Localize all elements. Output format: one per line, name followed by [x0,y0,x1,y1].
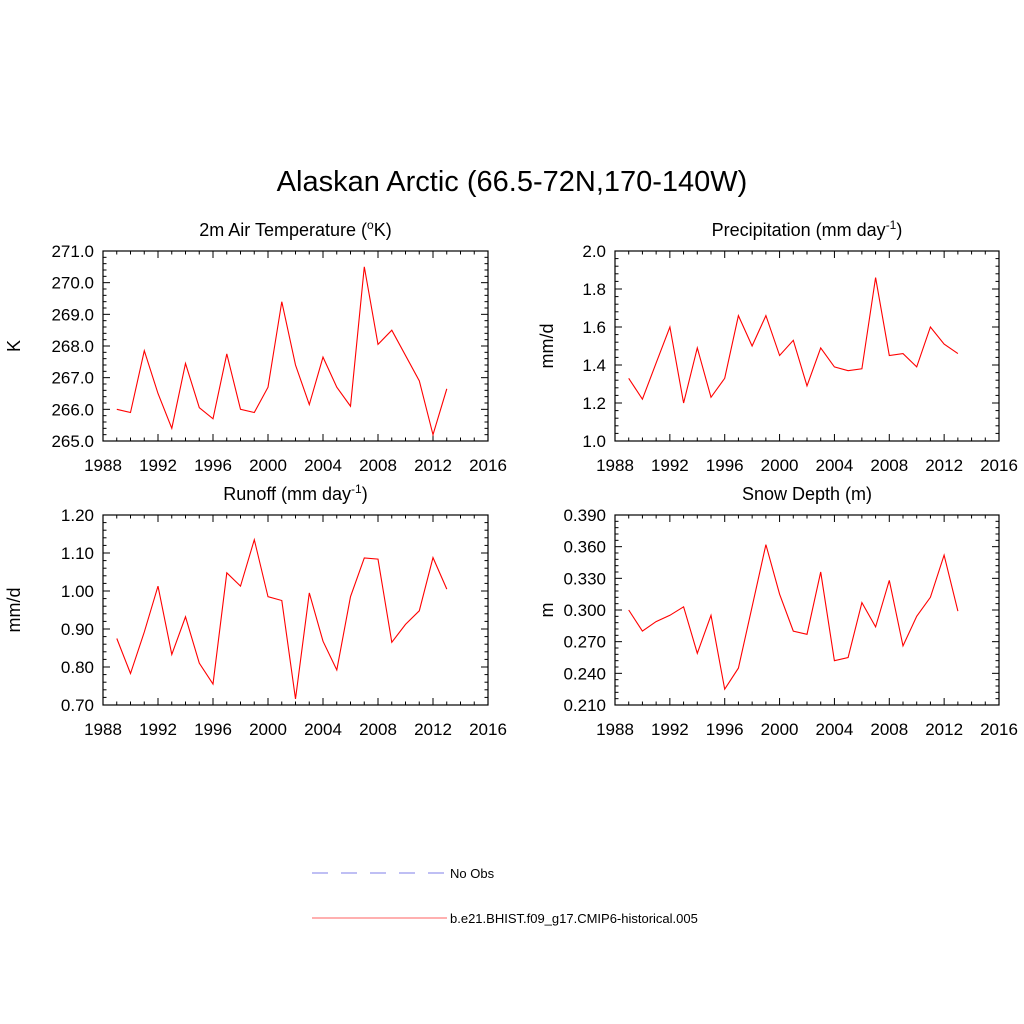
y-tick-label: 0.390 [563,506,606,525]
x-tick-label: 1992 [139,456,177,475]
x-tick-label: 2016 [469,720,507,739]
x-tick-label: 2000 [249,720,287,739]
x-tick-label: 2016 [980,720,1018,739]
x-tick-label: 1996 [706,456,744,475]
y-tick-label: 1.4 [582,356,606,375]
y-tick-label: 0.90 [61,620,94,639]
x-tick-label: 2008 [870,456,908,475]
x-tick-label: 1992 [139,720,177,739]
y-tick-label: 1.00 [61,582,94,601]
x-tick-label: 2008 [359,720,397,739]
x-tick-label: 2000 [761,720,799,739]
x-tick-label: 2008 [359,456,397,475]
y-tick-label: 0.330 [563,569,606,588]
y-tick-label: 0.360 [563,538,606,557]
y-tick-label: 1.2 [582,394,606,413]
x-tick-label: 2012 [925,720,963,739]
y-axis-label: mm/d [4,588,24,633]
chart-panel-4: 1988 1992 1996 2000 2004 2008 2012 2016 0.210 0.2… [537,484,1018,739]
x-tick-label: 1992 [651,720,689,739]
series-line [628,277,959,404]
y-tick-label: 271.0 [51,242,94,261]
plot-frame [102,250,489,442]
x-tick-label: 1988 [84,720,122,739]
y-axis-label: m [537,603,557,618]
panel-title: 2m Air Temperature (oK) [199,218,391,240]
x-tick-label: 2016 [469,456,507,475]
y-tick-label: 0.210 [563,696,606,715]
y-tick-label: 269.0 [51,305,94,324]
y-tick-label: 1.0 [582,432,606,451]
plot-frame [614,514,1000,706]
y-tick-label: 0.80 [61,658,94,677]
y-tick-label: 0.70 [61,696,94,715]
x-tick-label: 1992 [651,456,689,475]
legend: No Obs b.e21.BHIST.f09_g17.CMIP6-historic… [312,866,698,926]
x-tick-label: 2012 [414,456,452,475]
panel-title: Precipitation (mm day-1) [712,218,903,240]
y-axis-label: mm/d [537,324,557,369]
legend-label: b.e21.BHIST.f09_g17.CMIP6-historical.005 [450,911,698,926]
x-tick-label: 1988 [596,456,634,475]
x-tick-label: 1988 [596,720,634,739]
x-tick-label: 2000 [249,456,287,475]
x-tick-label: 2000 [761,456,799,475]
y-tick-label: 265.0 [51,432,94,451]
y-tick-label: 1.10 [61,544,94,563]
chart-panel-1: 1988 1992 1996 2000 2004 2008 2012 2016 265.0 266… [4,218,507,475]
x-tick-label: 2004 [816,720,854,739]
panel-title: Runoff (mm day-1) [223,482,367,504]
panel-title: Snow Depth (m) [742,484,872,504]
y-tick-label: 268.0 [51,337,94,356]
x-tick-label: 2004 [816,456,854,475]
legend-label: No Obs [450,866,495,881]
y-tick-label: 267.0 [51,369,94,388]
x-tick-label: 1996 [706,720,744,739]
chart-panel-3: 1988 1992 1996 2000 2004 2008 2012 2016 0.70 0.80… [4,482,507,739]
series-line [628,544,959,691]
x-tick-label: 1988 [84,456,122,475]
y-tick-label: 270.0 [51,274,94,293]
plot-frame [614,250,1000,442]
x-tick-label: 2012 [414,720,452,739]
x-tick-label: 2016 [980,456,1018,475]
x-tick-label: 1996 [194,720,232,739]
y-tick-label: 1.8 [582,280,606,299]
x-tick-label: 1996 [194,456,232,475]
y-tick-label: 0.300 [563,601,606,620]
y-tick-label: 1.20 [61,506,94,525]
chart-panel-2: 1988 1992 1996 2000 2004 2008 2012 2016 1.0 1.2 1.… [537,218,1018,475]
y-tick-label: 266.0 [51,400,94,419]
y-tick-label: 0.270 [563,633,606,652]
x-tick-label: 2004 [304,720,342,739]
x-tick-label: 2012 [925,456,963,475]
y-tick-label: 2.0 [582,242,606,261]
x-tick-label: 2008 [870,720,908,739]
y-tick-label: 1.6 [582,318,606,337]
figure-title: Alaskan Arctic (66.5-72N,170-140W) [276,166,748,198]
plot-frame [102,514,489,706]
x-tick-label: 2004 [304,456,342,475]
y-tick-label: 0.240 [563,664,606,683]
y-axis-label: K [4,340,24,352]
series-line [116,537,448,699]
series-line [116,266,448,437]
